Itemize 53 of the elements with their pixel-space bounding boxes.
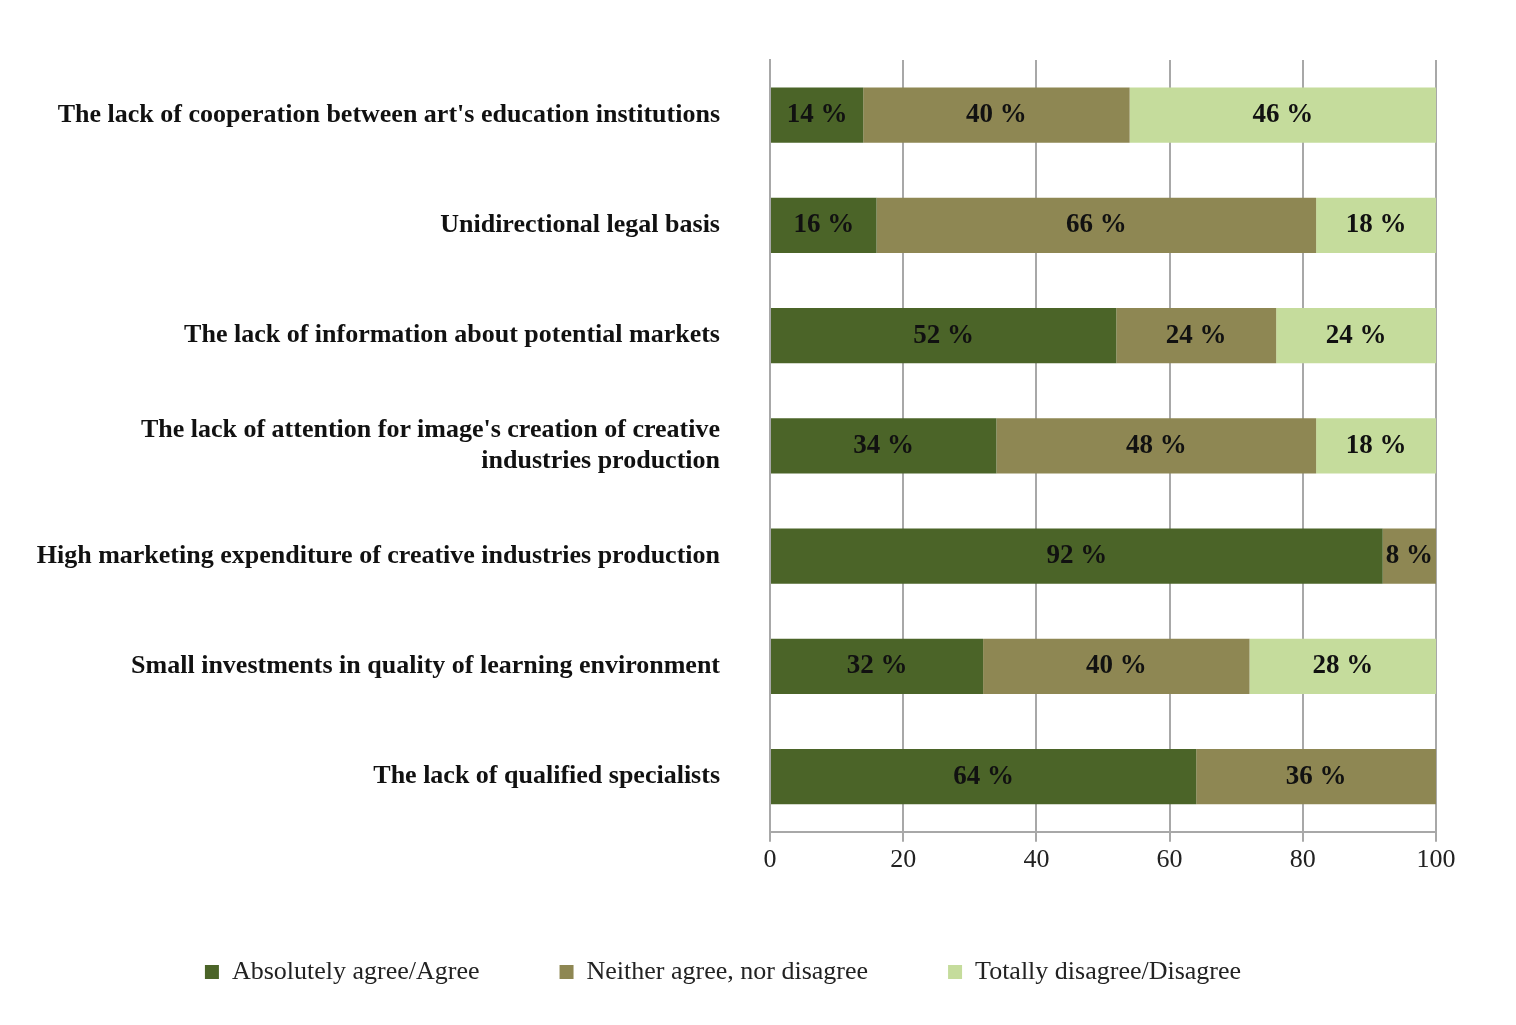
data-label: 8 %	[1385, 539, 1433, 570]
bar	[1249, 638, 1436, 694]
data-label: 18 %	[1345, 208, 1407, 239]
data-label: 52 %	[913, 318, 975, 349]
y-tick-label: The lack of cooperation between art's education institutions	[57, 98, 720, 128]
legend-label: Totally disagree/Disagree	[975, 955, 1242, 985]
data-label: 14 %	[786, 98, 848, 129]
legend-label: Absolutely agree/Agree	[231, 955, 480, 985]
y-tick-label: High marketing expenditure of creative industries production	[36, 539, 721, 569]
data-label: 24 %	[1325, 318, 1387, 349]
data-label: 18 %	[1345, 428, 1407, 459]
data-label: 66 %	[1065, 208, 1127, 239]
y-tick-label: Unidirectional legal basis	[440, 209, 720, 239]
bar	[983, 638, 1250, 694]
data-label: 40 %	[966, 98, 1027, 129]
bar	[1316, 418, 1436, 474]
x-tick-label: 20	[890, 844, 917, 874]
bar	[771, 528, 1383, 584]
x-tick-label: 0	[763, 844, 777, 874]
legend-label: Neither agree, nor disagree	[586, 955, 869, 985]
x-tick-label: 40	[1023, 844, 1050, 874]
bar	[771, 87, 864, 143]
bar	[863, 87, 1130, 143]
data-label: 92 %	[1046, 539, 1108, 570]
data-label: 46 %	[1252, 98, 1314, 129]
data-label: 40 %	[1085, 649, 1147, 680]
data-label: 34 %	[853, 428, 915, 459]
data-label: 64 %	[953, 759, 1014, 790]
bar	[771, 638, 984, 694]
data-label: 24 %	[1165, 318, 1227, 349]
data-label: 28 %	[1312, 649, 1374, 680]
y-tick-label: The lack of attention for image's creation of creative industries production	[140, 414, 721, 475]
data-label: 32 %	[846, 649, 908, 680]
bar	[1276, 308, 1436, 364]
bar	[1116, 308, 1277, 364]
bar	[876, 197, 1317, 253]
bar	[771, 749, 1197, 805]
bar	[1129, 87, 1436, 143]
bar	[771, 418, 997, 474]
y-tick-label: Small investments in quality of learning environment	[131, 650, 721, 680]
bar	[771, 308, 1117, 364]
bar	[771, 197, 877, 253]
data-label: 48 %	[1125, 428, 1187, 459]
x-tick-label: 100	[1416, 844, 1456, 874]
bar	[1196, 749, 1436, 805]
bar	[996, 418, 1317, 474]
x-tick-label: 80	[1289, 844, 1316, 874]
data-label: 16 %	[793, 208, 855, 239]
y-tick-label: The lack of information about potential markets	[184, 319, 720, 349]
data-label: 36 %	[1285, 759, 1347, 790]
x-tick-label: 60	[1156, 844, 1183, 874]
bar	[1316, 197, 1436, 253]
y-tick-label: The lack of qualified specialists	[373, 760, 720, 790]
